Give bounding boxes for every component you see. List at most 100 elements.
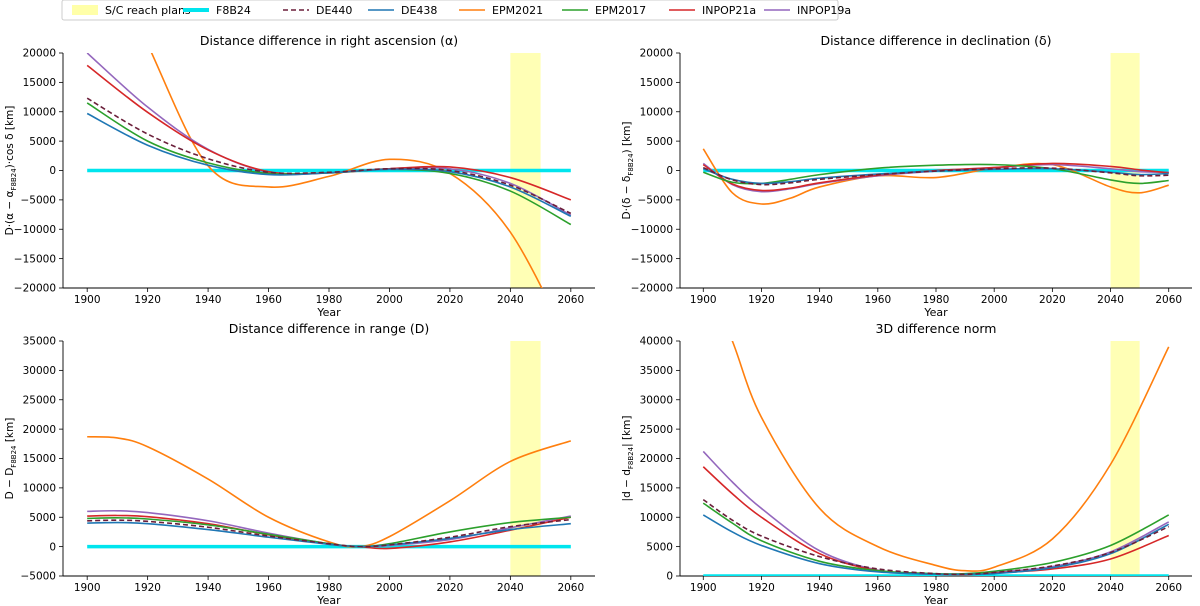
- y-tick-label: 15000: [640, 483, 673, 495]
- x-axis-label: Year: [316, 306, 341, 319]
- series-de440: [702, 498, 1170, 576]
- x-tick-label: 1960: [864, 294, 891, 306]
- legend-item: INPOP21a: [669, 4, 756, 17]
- x-tick-label: 1920: [134, 582, 161, 594]
- y-tick-label: 20000: [23, 48, 56, 60]
- legend-label: INPOP19a: [797, 4, 851, 17]
- panel-title: Distance difference in declination (δ): [820, 33, 1051, 48]
- x-tick-label: 2060: [557, 582, 584, 594]
- series-de440: [702, 166, 1169, 186]
- x-tick-label: 1940: [806, 582, 833, 594]
- y-tick-label: −20000: [14, 283, 56, 295]
- series-de438: [86, 112, 572, 218]
- y-tick-label: −5000: [637, 195, 673, 207]
- series-de438: [702, 167, 1169, 185]
- y-tick-label: −20000: [631, 283, 673, 295]
- x-tick-label: 1900: [74, 582, 101, 594]
- panels: Distance difference in right ascension (…: [4, 33, 1192, 606]
- panel-title: 3D difference norm: [876, 321, 997, 336]
- series-group: [86, 53, 572, 288]
- y-tick-label: −15000: [631, 253, 673, 265]
- x-axis-label: Year: [316, 594, 341, 606]
- legend-label: EPM2017: [595, 4, 646, 17]
- y-tick-label: −15000: [14, 253, 56, 265]
- x-tick-label: 2000: [376, 582, 403, 594]
- y-tick-label: 30000: [640, 394, 673, 406]
- legend-item: DE440: [283, 4, 352, 17]
- y-tick-label: 15000: [23, 77, 56, 89]
- y-tick-label: −10000: [14, 224, 56, 236]
- x-tick-label: 1980: [316, 294, 343, 306]
- x-tick-label: 1920: [748, 294, 775, 306]
- y-tick-label: 30000: [23, 365, 56, 377]
- y-tick-label: 10000: [640, 106, 673, 118]
- y-axis-label: D − DF8B24 [km]: [4, 418, 18, 500]
- x-tick-label: 1900: [74, 294, 101, 306]
- y-tick-label: 5000: [646, 136, 673, 148]
- x-tick-label: 1920: [134, 294, 161, 306]
- y-tick-label: 10000: [640, 512, 673, 524]
- series-group: [702, 148, 1169, 205]
- legend-frame: [61, 0, 839, 21]
- y-tick-label: 10000: [23, 483, 56, 495]
- legend-swatch: [72, 5, 98, 15]
- x-tick-label: 2040: [1097, 582, 1124, 594]
- legend-item: DE438: [368, 4, 437, 17]
- series-de440: [86, 97, 572, 215]
- legend-item: F8B24: [183, 4, 251, 17]
- x-tick-label: 2000: [981, 582, 1008, 594]
- x-axis-label: Year: [923, 306, 948, 319]
- y-axis-label: D·(α − αF8B24)·cos δ [km]: [4, 106, 18, 236]
- sc-reach-span: [1110, 341, 1140, 576]
- y-tick-label: 0: [49, 165, 56, 177]
- series-group: [702, 341, 1170, 576]
- x-tick-label: 2060: [1155, 294, 1182, 306]
- x-tick-label: 2040: [497, 294, 524, 306]
- y-tick-label: 0: [666, 571, 673, 583]
- y-tick-label: 40000: [640, 336, 673, 348]
- x-axis-label: Year: [923, 594, 948, 606]
- legend-label: F8B24: [216, 4, 251, 17]
- y-tick-label: 5000: [29, 136, 56, 148]
- y-tick-label: 0: [49, 541, 56, 553]
- x-tick-label: 2000: [981, 294, 1008, 306]
- y-tick-label: 15000: [640, 77, 673, 89]
- y-axis-label: |d − dF8B24| [km]: [621, 416, 635, 502]
- x-tick-label: 1940: [195, 294, 222, 306]
- series-epm2021: [702, 148, 1169, 205]
- y-tick-label: 35000: [640, 365, 673, 377]
- legend-label: DE440: [316, 4, 352, 17]
- legend-label: EPM2021: [492, 4, 543, 17]
- y-axis-label: D·(δ − δF8B24) [km]: [621, 122, 635, 220]
- y-tick-label: 5000: [646, 541, 673, 553]
- x-tick-label: 2020: [437, 582, 464, 594]
- y-tick-label: 20000: [640, 453, 673, 465]
- panel-1: Distance difference in right ascension (…: [4, 33, 595, 319]
- y-tick-label: 10000: [23, 106, 56, 118]
- x-tick-label: 2020: [1039, 294, 1066, 306]
- legend-item: EPM2021: [459, 4, 543, 17]
- x-tick-label: 2020: [437, 294, 464, 306]
- x-tick-label: 1960: [255, 294, 282, 306]
- series-epm2021: [731, 341, 1170, 572]
- x-tick-label: 1900: [690, 582, 717, 594]
- panel-title: Distance difference in right ascension (…: [200, 33, 458, 48]
- panel-3: Distance difference in range (D) 1900 1920…: [4, 321, 595, 606]
- series-epm2017: [702, 502, 1170, 575]
- legend-label: DE438: [401, 4, 437, 17]
- y-tick-label: 35000: [23, 336, 56, 348]
- series-group: [87, 435, 572, 550]
- x-tick-label: 2040: [1097, 294, 1124, 306]
- legend-label: S/C reach plans: [105, 4, 191, 17]
- y-tick-label: 5000: [29, 512, 56, 524]
- y-tick-label: 15000: [23, 453, 56, 465]
- series-epm2021: [87, 435, 572, 548]
- legend: S/C reach plans F8B24 DE440 DE438 EPM2021 EPM…: [61, 0, 851, 21]
- y-tick-label: 20000: [23, 424, 56, 436]
- x-tick-label: 1920: [748, 582, 775, 594]
- x-tick-label: 1980: [923, 294, 950, 306]
- panel-title: Distance difference in range (D): [229, 321, 429, 336]
- x-tick-label: 2000: [376, 294, 403, 306]
- x-tick-label: 2060: [557, 294, 584, 306]
